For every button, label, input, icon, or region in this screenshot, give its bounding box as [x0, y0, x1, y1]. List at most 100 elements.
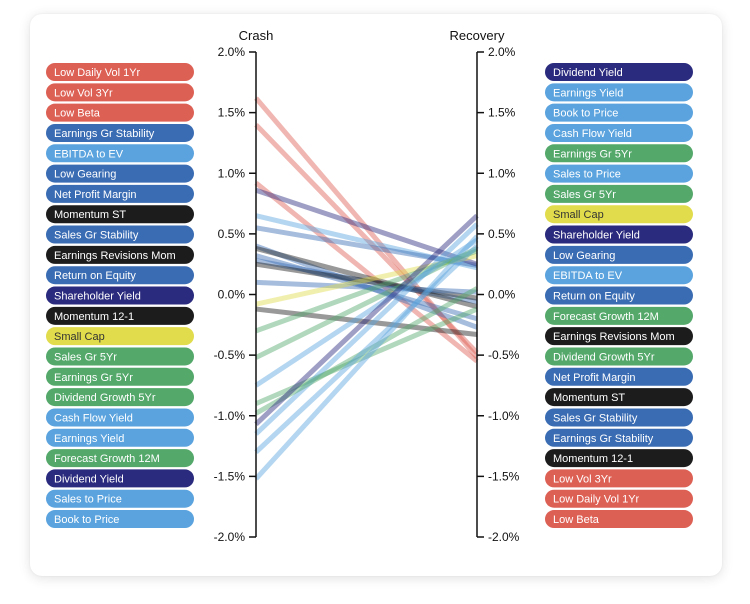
series-line-return-on-equity [255, 279, 478, 295]
legend-item: EBITDA to EV [545, 266, 693, 285]
legend-pill [545, 144, 693, 163]
legend-item: Low Daily Vol 1Yr [46, 63, 194, 81]
series-line-shareholder-yield [255, 187, 478, 267]
tick-label-recovery: -0.5% [488, 348, 520, 362]
series-line-forecast-growth-12m [254, 286, 479, 416]
legend-item: Sales Gr Stability [545, 408, 693, 427]
legend-pill [545, 489, 693, 508]
legend-label: Earnings Gr Stability [553, 433, 654, 445]
tick-label-crash: -1.0% [214, 409, 246, 423]
legend-pill [46, 428, 194, 447]
legend-item: Low Gearing [46, 164, 194, 183]
right-legend: Dividend Yield Earnings Yield Book to Pric… [545, 63, 693, 529]
legend-item: Low Daily Vol 1Yr [545, 489, 693, 508]
legend-item: Earnings Revisions Mom [46, 245, 194, 264]
axis-title-recovery: Recovery [450, 28, 505, 43]
legend-pill [545, 286, 693, 305]
tick-label-recovery: -2.0% [488, 530, 520, 544]
legend-item: Small Cap [46, 327, 194, 346]
legend-pill [46, 469, 194, 488]
legend-label: EBITDA to EV [54, 148, 124, 160]
legend-label: Sales to Price [553, 169, 621, 181]
legend-pill [545, 245, 693, 264]
tick-label-recovery: 0.0% [488, 288, 516, 302]
legend-item: Earnings Yield [46, 428, 194, 447]
legend-label: Momentum ST [54, 209, 126, 221]
left-legend: Low Daily Vol 1Yr Low Vol 3Yr Low Beta Earn… [46, 63, 194, 529]
legend-label: Low Vol 3Yr [54, 87, 113, 99]
legend-label: Earnings Revisions Mom [553, 331, 675, 343]
legend-label: Earnings Yield [54, 433, 124, 445]
legend-item: Sales to Price [46, 489, 194, 508]
tick-label-crash: 1.0% [218, 166, 246, 180]
legend-item: Forecast Growth 12M [545, 306, 693, 325]
legend-pill [545, 123, 693, 142]
legend-label: Low Beta [553, 514, 600, 526]
series-line-dividend-growth-5yr [255, 306, 478, 406]
legend-item: Shareholder Yield [46, 286, 194, 305]
legend-pill [46, 164, 194, 183]
legend-label: Cash Flow Yield [553, 128, 632, 140]
legend-label: Sales Gr Stability [553, 412, 638, 424]
legend-label: Shareholder Yield [54, 291, 141, 303]
legend-item: Earnings Gr Stability [545, 428, 693, 447]
legend-pill [545, 408, 693, 427]
legend-label: Low Daily Vol 1Yr [54, 67, 141, 79]
legend-item: Return on Equity [46, 266, 194, 285]
legend-item: Low Gearing [545, 245, 693, 264]
legend-item: Momentum 12-1 [46, 306, 194, 325]
legend-pill [46, 225, 194, 244]
tick-label-crash: -1.5% [214, 469, 246, 483]
legend-item: Earnings Gr 5Yr [46, 367, 194, 386]
legend-pill [46, 266, 194, 285]
legend-label: Dividend Growth 5Yr [553, 351, 655, 363]
legend-pill [545, 184, 693, 203]
legend-pill [46, 388, 194, 407]
legend-label: Low Gearing [553, 250, 615, 262]
legend-item: Earnings Revisions Mom [545, 327, 693, 346]
legend-pill [46, 449, 194, 468]
legend-item: Earnings Gr 5Yr [545, 144, 693, 163]
legend-item: Net Profit Margin [46, 184, 194, 203]
series-line-ebitda-to-ev [255, 213, 478, 271]
legend-label: Low Gearing [54, 169, 116, 181]
series-line-sales-gr-5yr [255, 248, 478, 334]
legend-item: Dividend Growth 5Yr [545, 347, 693, 366]
legend-item: Book to Price [545, 103, 693, 122]
legend-item: EBITDA to EV [46, 144, 194, 163]
legend-item: Low Vol 3Yr [46, 83, 194, 102]
legend-item: Net Profit Margin [545, 367, 693, 386]
legend-label: Dividend Yield [54, 473, 124, 485]
legend-pill [545, 266, 693, 285]
legend-item: Sales to Price [545, 164, 693, 183]
series-line-earnings-gr-stability [255, 243, 478, 330]
series-lines [254, 96, 479, 481]
legend-pill [46, 306, 194, 325]
series-line-small-cap [255, 253, 478, 307]
legend-label: Book to Price [54, 514, 119, 526]
tick-label-recovery: 1.5% [488, 106, 516, 120]
legend-pill [46, 510, 194, 529]
legend-label: Dividend Growth 5Yr [54, 392, 156, 404]
legend-label: Book to Price [553, 108, 618, 120]
legend-pill [545, 306, 693, 325]
legend-pill [46, 205, 194, 224]
series-line-book-to-price [254, 234, 479, 481]
legend-pill [545, 63, 693, 81]
tick-label-crash: 0.0% [218, 288, 246, 302]
legend-label: Return on Equity [54, 270, 136, 282]
legend-label: Low Vol 3Yr [553, 473, 612, 485]
legend-item: Sales Gr Stability [46, 225, 194, 244]
legend-pill [46, 408, 194, 427]
legend-label: Cash Flow Yield [54, 412, 133, 424]
tick-label-recovery: -1.5% [488, 469, 520, 483]
tick-label-recovery: 2.0% [488, 45, 516, 59]
legend-pill [545, 205, 693, 224]
series-line-dividend-yield [254, 213, 479, 427]
legend-item: Sales Gr 5Yr [46, 347, 194, 366]
legend-label: Sales Gr 5Yr [553, 189, 616, 201]
legend-item: Low Vol 3Yr [545, 469, 693, 488]
tick-label-recovery: 0.5% [488, 227, 516, 241]
series-line-momentum-st [255, 246, 478, 310]
legend-label: Dividend Yield [553, 67, 623, 79]
